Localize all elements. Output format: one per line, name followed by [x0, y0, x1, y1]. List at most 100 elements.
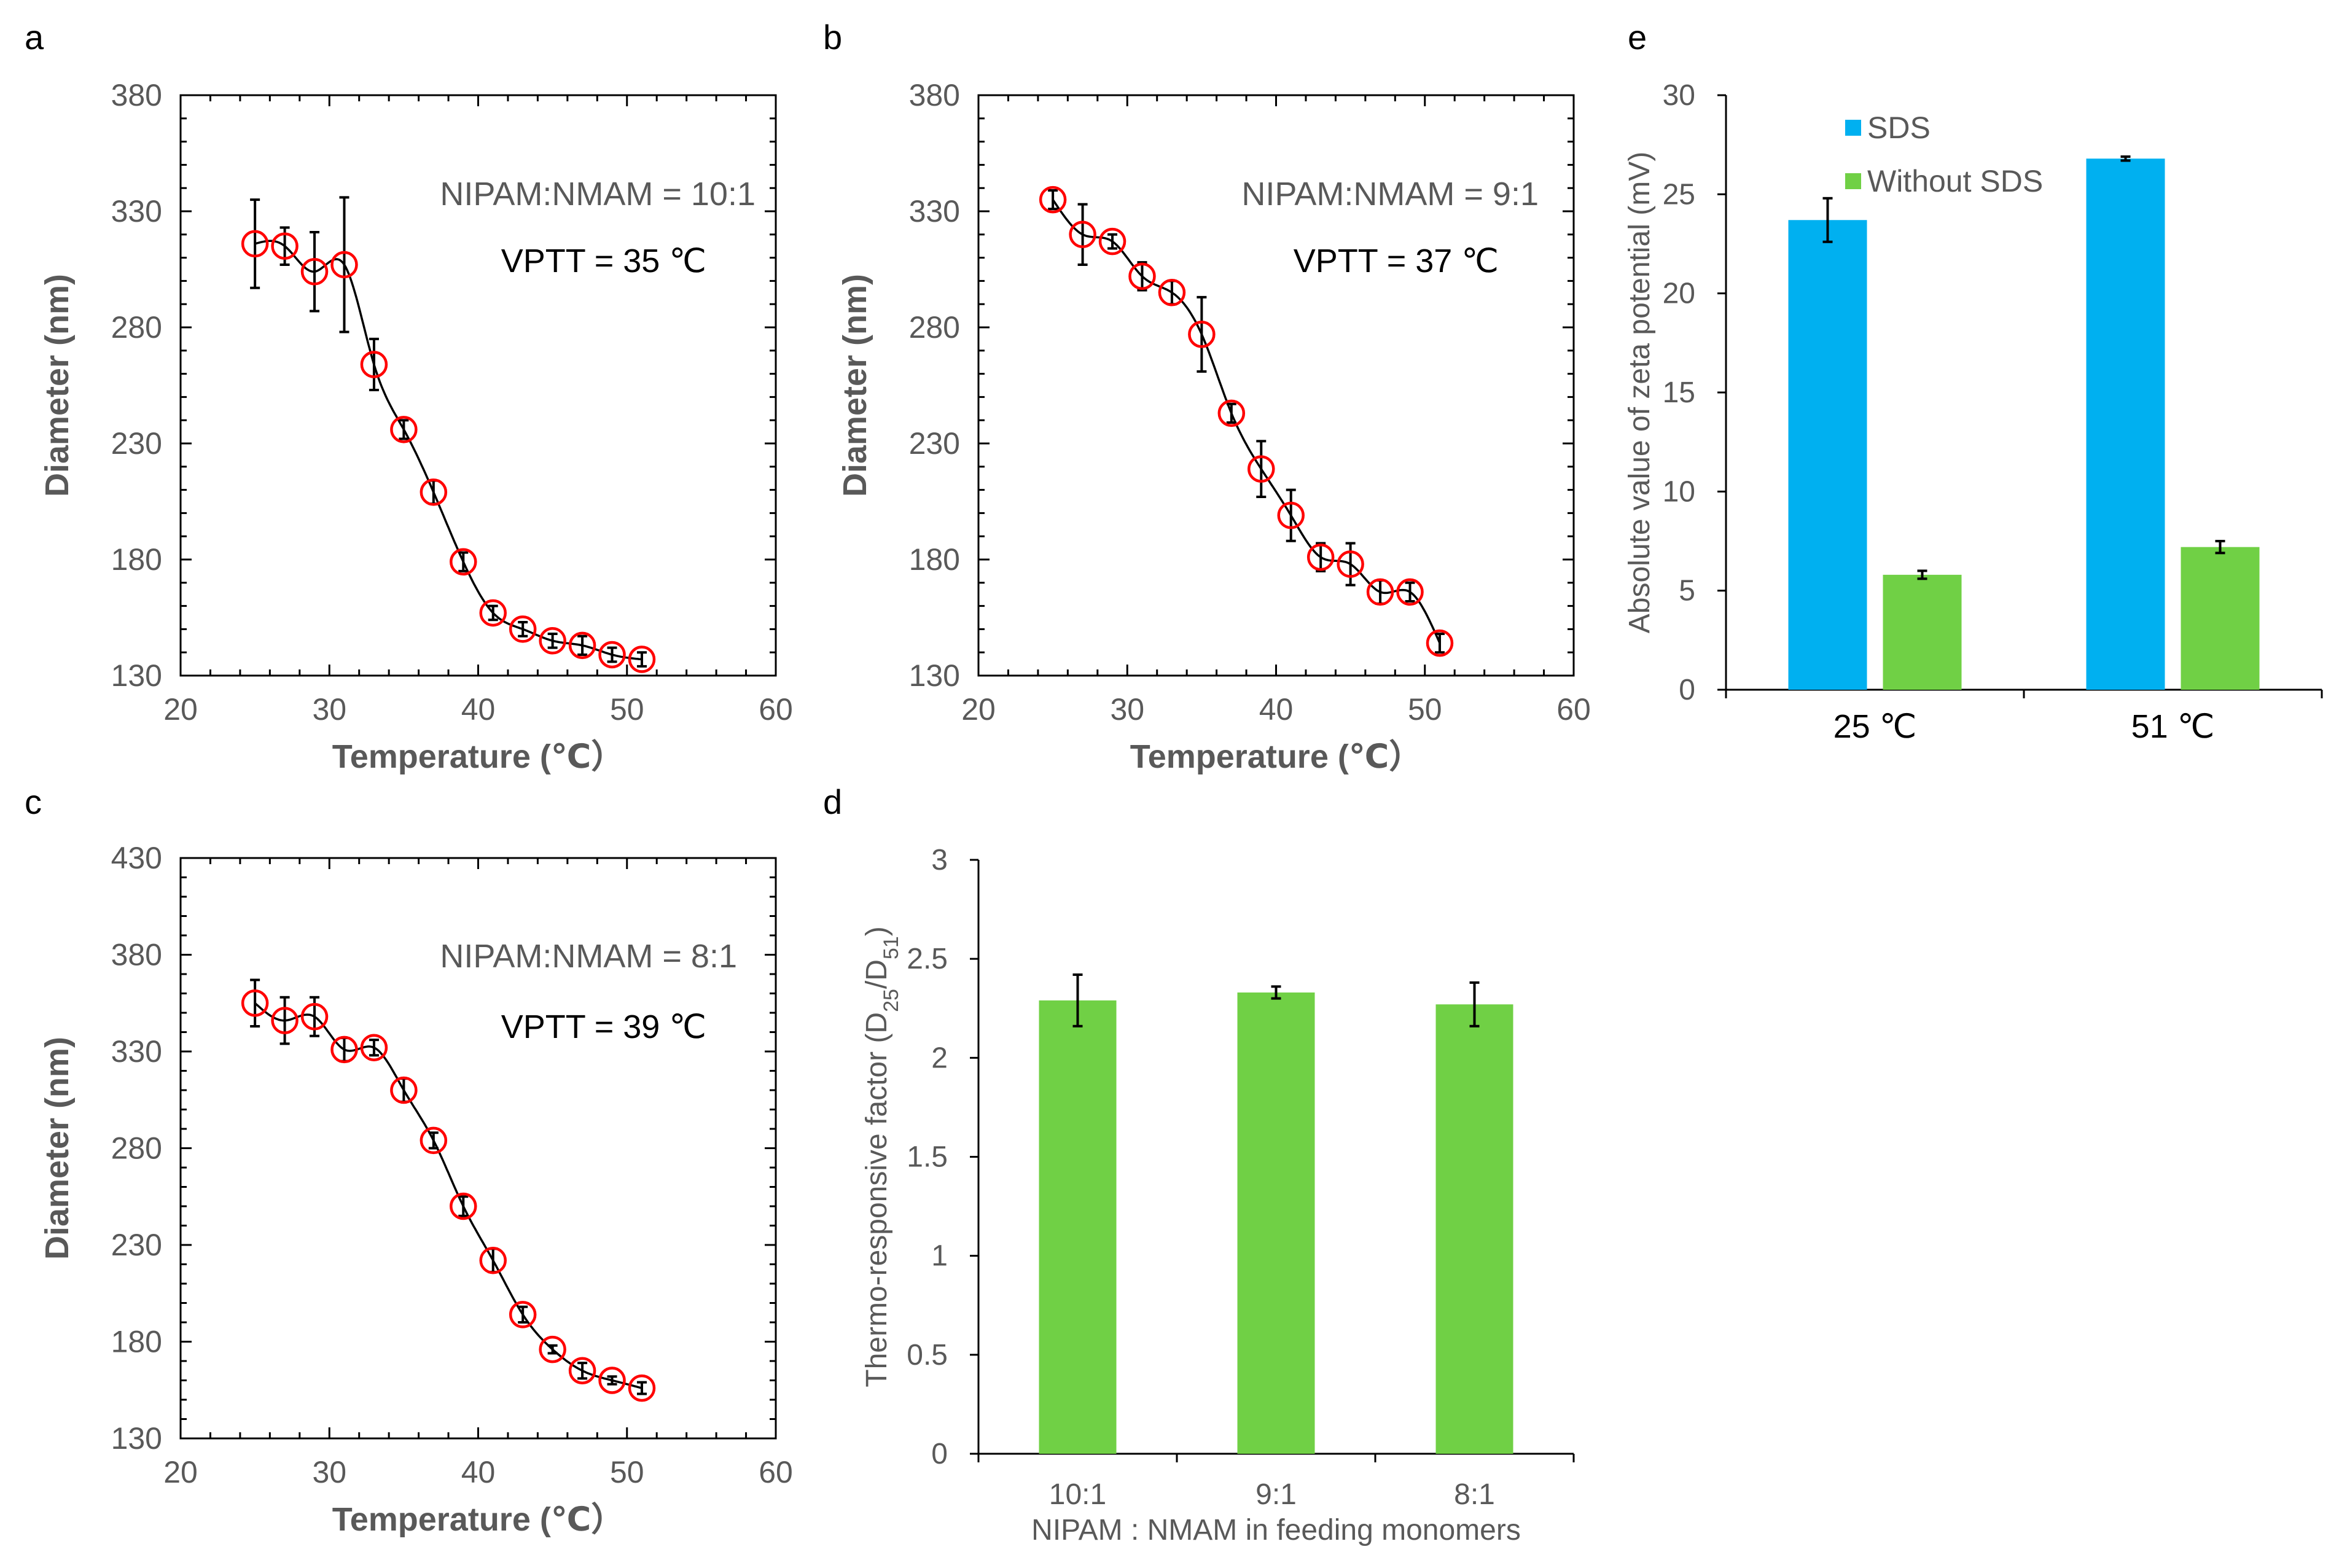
ratio-annotation: NIPAM:NMAM = 9:1	[1241, 176, 1539, 213]
data-point	[390, 416, 418, 443]
data-point	[1217, 399, 1246, 427]
x-axis-title: Temperature (℃）	[1130, 738, 1422, 775]
error-bar	[488, 604, 498, 622]
y-tick-label: 30	[1663, 79, 1695, 112]
y-tick-label: 0.5	[907, 1339, 948, 1371]
x-tick-label: 10:1	[1049, 1478, 1106, 1511]
error-bar	[607, 1375, 617, 1386]
data-point	[598, 1367, 626, 1394]
panel-c: c 20 30 40 50 60 130 180 230 280 330 380 430 Temperat…	[25, 782, 793, 1538]
x-tick-label: 25 ℃	[1833, 708, 1917, 745]
error-bar	[1405, 581, 1415, 603]
data-point	[628, 1374, 656, 1402]
data-point	[450, 1192, 477, 1220]
y-axis-title: Diameter (nm)	[39, 1037, 76, 1260]
error-bar	[339, 196, 349, 333]
data-point	[1396, 578, 1424, 606]
data-point	[1188, 321, 1216, 348]
data-point	[300, 1003, 329, 1031]
data-point	[509, 615, 537, 643]
x-tick-label: 50	[610, 1455, 644, 1489]
error-bar	[1316, 542, 1326, 572]
data-point	[479, 1246, 507, 1274]
data-point	[420, 1126, 448, 1155]
data-point	[539, 627, 566, 655]
error-bar	[1434, 632, 1445, 654]
panel-b: b 20 30 40 50 60 130 180 230 280 330 380 Temperature…	[823, 18, 1591, 775]
error-bar	[399, 419, 409, 440]
x-tick-label: 50	[1408, 692, 1442, 727]
panel-a: a 20 30 40 50 60 130 180 230 280 330 380 Temperature…	[25, 18, 793, 775]
y-tick-label: 380	[111, 938, 162, 972]
data-point	[479, 599, 507, 627]
y-tick-label: 1	[931, 1240, 948, 1273]
ratio-annotation: NIPAM:NMAM = 8:1	[440, 938, 737, 975]
x-tick-label: 8:1	[1454, 1478, 1495, 1511]
legend: SDS Without SDS	[1845, 111, 2043, 198]
legend-swatch	[1845, 120, 1861, 136]
data-point	[1128, 262, 1156, 291]
y-tick-label: 230	[111, 1228, 162, 1262]
error-bar	[369, 1039, 379, 1057]
data-point	[628, 646, 656, 673]
error-bar	[636, 651, 647, 668]
data-point	[598, 641, 626, 669]
panel-letter: c	[25, 782, 42, 821]
error-bar	[339, 1036, 349, 1063]
error-bar	[518, 621, 528, 638]
y-tick-label: 25	[1663, 178, 1695, 211]
y-tick-label: 1.5	[907, 1141, 948, 1174]
x-tick-label: 20	[163, 1455, 198, 1489]
y-tick-label: 20	[1663, 278, 1695, 310]
x-tick-label: 20	[163, 692, 198, 727]
error-bar	[1286, 488, 1296, 542]
y-tick-label: 3	[931, 844, 948, 876]
data-point	[330, 1036, 358, 1064]
data-point	[300, 258, 329, 286]
x-tick-label: 30	[1110, 692, 1144, 727]
error-bar	[1226, 402, 1236, 424]
data-point	[1069, 220, 1096, 249]
data-point	[1306, 543, 1335, 571]
error-bar	[547, 1344, 558, 1355]
y-tick-label: 15	[1663, 376, 1695, 409]
error-bar	[577, 634, 588, 656]
panel-letter: a	[25, 18, 44, 57]
x-tick-label: 60	[1556, 692, 1591, 727]
data-point	[539, 1335, 566, 1363]
y-tick-label: 130	[111, 658, 162, 693]
data-point	[1098, 227, 1127, 255]
y-tick-label: 230	[909, 426, 960, 461]
data-point	[1426, 629, 1454, 657]
legend-swatch	[1845, 173, 1861, 189]
y-tick-label: 0	[1679, 674, 1695, 706]
panel-letter: e	[1628, 18, 1647, 57]
data-point	[1337, 550, 1364, 578]
error-bar	[279, 996, 290, 1045]
data-point	[241, 989, 269, 1017]
data-point	[1366, 578, 1394, 606]
y-tick-label: 130	[111, 1421, 162, 1456]
x-tick-label: 60	[759, 1455, 793, 1489]
bar	[1039, 1000, 1117, 1454]
y-axis-title-part: )	[861, 926, 893, 936]
y-tick-label: 0	[931, 1438, 948, 1470]
y-tick-label: 2.5	[907, 943, 948, 975]
y-tick-label: 430	[111, 841, 162, 875]
error-bar	[250, 978, 260, 1028]
error-bar	[369, 337, 379, 392]
y-axis-title: Diameter (nm)	[837, 274, 873, 497]
vptt-annotation: VPTT = 39 ℃	[501, 1008, 706, 1045]
y-tick-label: 5	[1679, 575, 1695, 607]
y-axis-title: Absolute value of zeta potential (mV)	[1623, 152, 1656, 633]
error-bar	[1107, 233, 1118, 250]
error-bar	[1256, 440, 1267, 498]
panel-letter: b	[823, 18, 842, 57]
y-axis-title: Thermo-responsive factor (D25/D51)	[861, 926, 903, 1387]
error-bar	[1197, 295, 1207, 373]
y-tick-label: 330	[909, 194, 960, 228]
data-point	[330, 251, 358, 279]
fit-curve	[254, 1002, 642, 1389]
x-tick-label: 60	[759, 692, 793, 727]
